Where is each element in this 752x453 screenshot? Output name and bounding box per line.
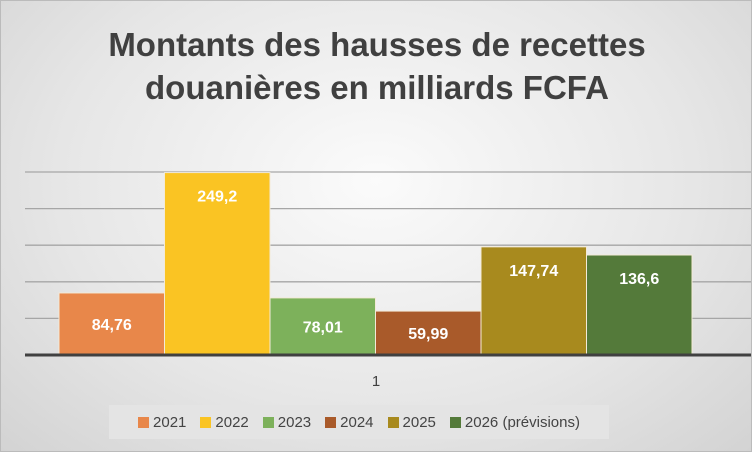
legend-item: 2026 (prévisions) — [449, 413, 580, 431]
data-label: 78,01 — [303, 319, 343, 336]
data-label: 249,2 — [197, 189, 237, 206]
legend-item: 2021 — [138, 414, 186, 431]
legend-label: 2024 — [340, 413, 374, 431]
legend-label: 2022 — [215, 413, 249, 431]
legend-swatch — [449, 416, 461, 428]
bar-2021 — [58, 292, 165, 356]
legend-swatch — [325, 416, 337, 428]
data-label: 59,99 — [408, 326, 448, 343]
legend-label: 2023 — [277, 413, 312, 431]
legend-swatch — [200, 416, 212, 428]
legend-item: 2024 — [325, 413, 374, 431]
legend: 2021 2022 2023 2024 2025 2026 (prévisions) — [109, 405, 609, 439]
x-tick-label: 1 — [371, 373, 381, 390]
bar-2026 — [586, 254, 693, 356]
legend-swatch — [262, 416, 274, 428]
legend-swatch — [138, 416, 150, 428]
title-line-2: douanières en milliards FCFA — [145, 69, 609, 106]
legend-item: 2025 — [387, 413, 436, 431]
title-line-1: Montants des hausses de recettes — [108, 26, 646, 63]
bar-2025 — [480, 246, 587, 356]
bar-2023 — [269, 297, 376, 356]
chart-title: Montants des hausses de recettes douanièr… — [1, 23, 752, 109]
legend-item: 2022 — [200, 413, 249, 431]
data-label: 84,76 — [92, 317, 132, 334]
legend-item: 2023 — [262, 413, 312, 431]
legend-label: 2021 — [153, 413, 187, 431]
legend-label: 2025 — [402, 413, 436, 431]
legend-label: 2026 (prévisions) — [464, 413, 580, 431]
data-label: 136,6 — [619, 271, 659, 288]
bar-2024 — [375, 310, 482, 356]
legend-swatch — [387, 416, 399, 428]
bar-2022 — [164, 172, 271, 356]
data-label: 147,74 — [509, 263, 558, 280]
